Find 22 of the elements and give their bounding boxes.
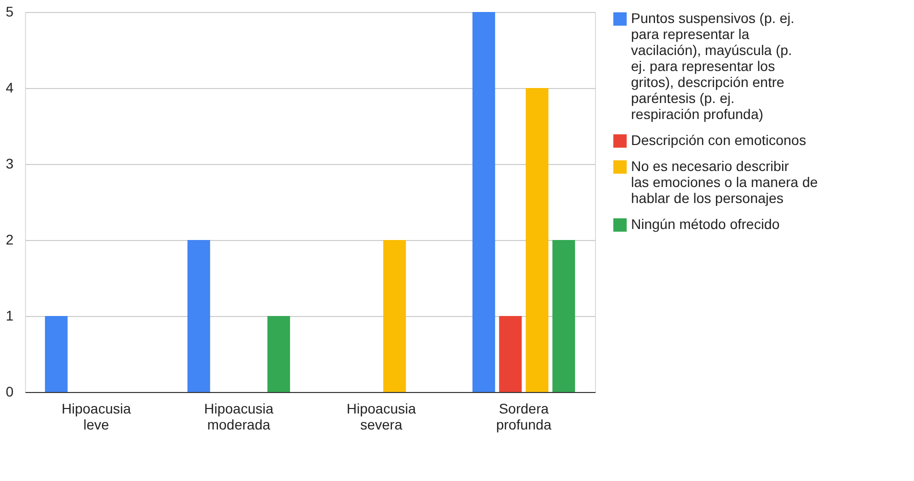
legend-label: Descripción con emoticonos — [631, 132, 806, 148]
y-tick-label: 4 — [6, 80, 14, 96]
bar — [552, 240, 576, 392]
y-tick-label: 5 — [6, 4, 14, 20]
y-tick-label: 3 — [6, 156, 14, 172]
y-tick-label: 0 — [6, 384, 14, 400]
x-tick-label: Hipoacusia moderada — [204, 400, 274, 432]
y-tick-label: 2 — [6, 232, 14, 248]
legend-label: Puntos suspensivos (p. ej. para representar la vacilación), mayúscula (p. ej. para representar los gritos), descripción entre paréntesis (p. ej. respiración profunda) — [631, 10, 794, 122]
x-tick-label: Hipoacusia leve — [62, 400, 132, 432]
bar — [472, 12, 496, 392]
x-tick-label: Sordera profunda — [496, 400, 552, 432]
bar — [187, 240, 210, 392]
bar — [526, 88, 548, 392]
y-tick-label: 1 — [6, 308, 14, 324]
bar — [383, 240, 406, 392]
bar — [44, 316, 68, 392]
bar — [267, 316, 290, 392]
bar — [499, 316, 522, 392]
x-tick-label: Hipoacusia severa — [346, 400, 416, 432]
legend-label: No es necesario describir las emociones o la manera de hablar de los personajes — [631, 158, 818, 206]
legend-label: Ningún método ofrecido — [631, 216, 780, 232]
